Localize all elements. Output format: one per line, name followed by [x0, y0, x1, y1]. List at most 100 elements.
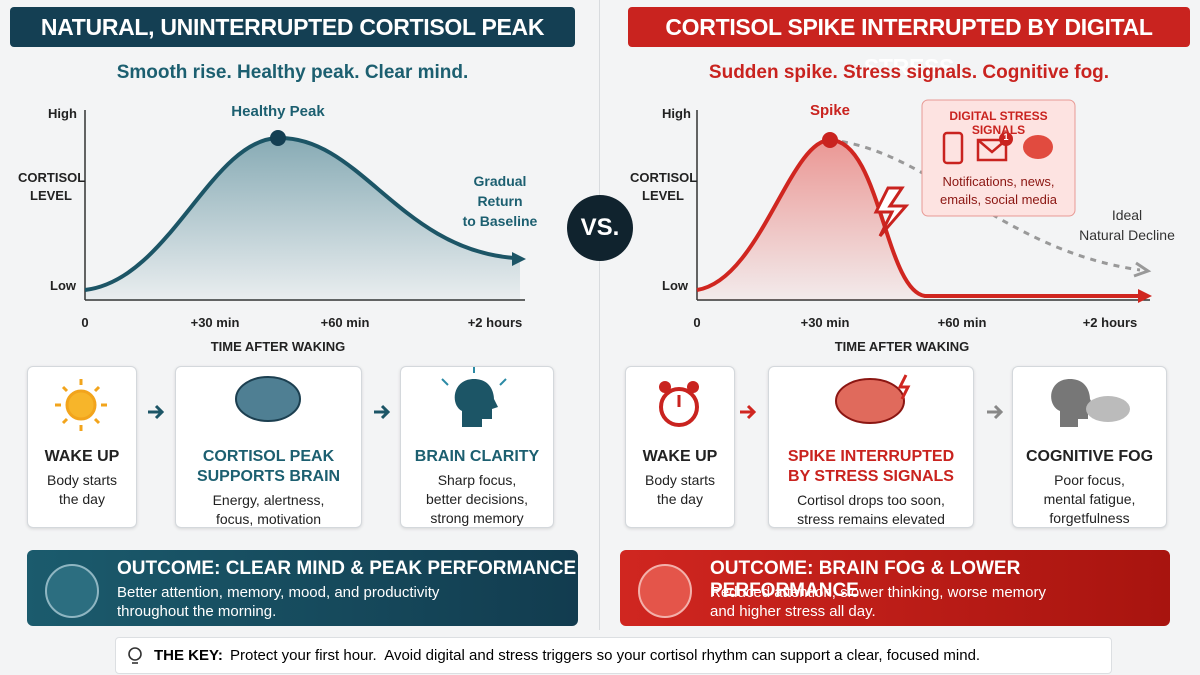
y-high: High [48, 106, 77, 121]
step-text: Body starts the day [28, 471, 136, 509]
step-text: Cortisol drops too soon, stress remains e… [769, 491, 973, 529]
end-label: Gradual Return to Baseline [455, 171, 545, 231]
x-label: +60 min [937, 315, 987, 330]
divider [599, 0, 600, 630]
line: COGNITIVE FOG [1025, 448, 1154, 465]
phone-icon [942, 131, 964, 165]
step-title: CORTISOL PEAK SUPPORTS BRAIN [176, 447, 361, 487]
ideal-label: Ideal Natural Decline [1062, 205, 1192, 245]
line: stress remains elevated [797, 511, 945, 527]
signals-text: Notifications, news, emails, social medi… [922, 173, 1075, 209]
line: throughout the morning. [117, 603, 277, 620]
outcome-icon [45, 564, 99, 618]
line: Energy, alertness, [212, 492, 325, 508]
step-arrow [738, 402, 758, 428]
step-title: COGNITIVE FOG [1013, 447, 1166, 467]
y-low: Low [662, 278, 688, 293]
left-chart [84, 110, 526, 301]
arrow-icon [374, 404, 391, 420]
outcome-text: Reduced attention, slower thinking, wors… [710, 583, 1046, 621]
x-label: +30 min [800, 315, 850, 330]
y-low: Low [50, 278, 76, 293]
x-label: 0 [693, 315, 701, 330]
fog-icon [1051, 379, 1130, 427]
step-text: Body starts the day [626, 471, 734, 509]
line: Ideal [1111, 207, 1143, 223]
area [85, 137, 520, 300]
step-card: COGNITIVE FOG Poor focus, mental fatigue, f… [1012, 366, 1167, 528]
ideal-arrow [1133, 261, 1152, 278]
mail-icon [976, 138, 1008, 162]
head-icon [441, 367, 507, 427]
line: WAKE UP [642, 448, 718, 465]
x-title: TIME AFTER WAKING [834, 339, 970, 354]
line: mental fatigue, [1043, 491, 1136, 507]
line: SUPPORTS BRAIN [196, 468, 341, 485]
peak-dot [270, 130, 286, 146]
badge [999, 132, 1013, 146]
right-outcome: OUTCOME: BRAIN FOG & LOWER PERFORMANCE R… [620, 550, 1170, 626]
step-title: WAKE UP [28, 447, 136, 467]
key-bar: THE KEY: Protect your first hour. Avoid … [115, 637, 1112, 674]
step-text: Energy, alertness, focus, motivation [176, 491, 361, 529]
right-title: CORTISOL SPIKE INTERRUPTED BY DIGITAL ST… [628, 7, 1190, 80]
step-title: WAKE UP [626, 447, 734, 467]
line: BRAIN CLARITY [414, 448, 540, 465]
arrowhead [1138, 289, 1152, 303]
left-title: NATURAL, UNINTERRUPTED CORTISOL PEAK [10, 7, 575, 47]
line: CORTISOL PEAK [202, 448, 335, 465]
outcome-text: Better attention, memory, mood, and prod… [117, 583, 439, 621]
sun-icon [55, 379, 107, 431]
charts [84, 99, 1152, 303]
arrow-icon [148, 404, 165, 420]
y-label-line: LEVEL [30, 188, 72, 203]
line: Notifications, news, [942, 174, 1055, 189]
x-title: TIME AFTER WAKING [210, 339, 346, 354]
key-text: Protect your first hour. Avoid digital a… [230, 647, 981, 664]
right-chart [696, 99, 1152, 303]
lightning-icon [897, 374, 911, 400]
peak-label: Spike [809, 102, 851, 119]
y-label-line: LEVEL [642, 188, 684, 203]
line: forgetfulness [1049, 510, 1130, 526]
brain-icon [835, 378, 905, 424]
line: WAKE UP [44, 448, 120, 465]
peak-label: Healthy Peak [231, 103, 325, 120]
brain-icon [235, 376, 301, 422]
arrow-icon [987, 404, 1004, 420]
key-label: THE KEY: [154, 647, 223, 664]
lightning-icon [873, 186, 910, 237]
line: SPIKE INTERRUPTED [787, 448, 955, 465]
x-label: +30 min [190, 315, 240, 330]
line: to Baseline [462, 213, 538, 229]
line: the day [657, 491, 703, 507]
signals-box [921, 99, 1076, 217]
line: better decisions, [426, 491, 528, 507]
step-title: SPIKE INTERRUPTED BY STRESS SIGNALS [769, 447, 973, 487]
step-arrow [372, 402, 392, 428]
line: Reduced attention, slower thinking, wors… [710, 584, 1046, 601]
signals-title: DIGITAL STRESS SIGNALS [949, 109, 1048, 137]
line: Body starts [644, 472, 716, 488]
badge-count: 1 [1003, 132, 1009, 142]
right-subtitle: Sudden spike. Stress signals. Cognitive … [708, 62, 1110, 83]
x-label: +60 min [320, 315, 370, 330]
bulb-icon [128, 647, 142, 664]
y-high: High [662, 106, 691, 121]
card-icons [55, 367, 1130, 431]
line: the day [59, 491, 105, 507]
line: focus, motivation [215, 511, 322, 527]
line: Return [477, 193, 523, 209]
x-label: +2 hours [467, 315, 523, 330]
left-outcome: OUTCOME: CLEAR MIND & PEAK PERFORMANCE B… [27, 550, 578, 626]
arrow-icon [740, 404, 757, 420]
step-text: Poor focus, mental fatigue, forgetfulness [1013, 471, 1166, 528]
line: strong memory [430, 510, 524, 526]
line: and higher stress all day. [710, 603, 876, 620]
x-label: 0 [81, 315, 89, 330]
arrowhead [512, 252, 526, 266]
step-arrow [985, 402, 1005, 428]
outcome-title: OUTCOME: CLEAR MIND & PEAK PERFORMANCE [117, 558, 577, 579]
clock-icon [659, 381, 699, 427]
